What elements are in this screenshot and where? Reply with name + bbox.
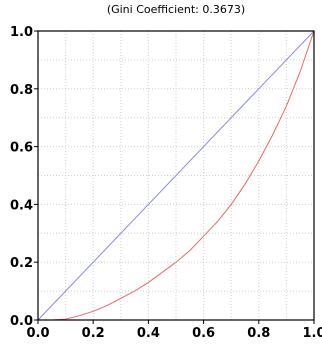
y-tick-label: 0.4: [10, 198, 33, 213]
chart-title: (Gini Coefficient: 0.3673): [106, 3, 246, 16]
x-tick-label: 1.0: [302, 326, 322, 341]
series-lines: [37, 30, 315, 321]
lorenz-curve: [38, 30, 315, 321]
plot-frame: [37, 30, 315, 321]
x-axis-ticks: 0.0 0.2 0.4 0.6 0.8 1.0: [26, 320, 322, 341]
y-axis-ticks: 0.0 0.2 0.4 0.6 0.8 1.0: [10, 25, 38, 329]
y-tick-label: 0.6: [10, 141, 33, 156]
axes: [37, 30, 315, 321]
y-tick-label: 0.2: [10, 256, 33, 271]
grid: [38, 31, 314, 320]
y-tick-label: 0.8: [10, 83, 33, 98]
x-tick-label: 0.4: [137, 326, 160, 341]
y-tick-label: 0.0: [10, 314, 33, 329]
x-tick-label: 0.0: [26, 326, 49, 341]
x-tick-label: 0.6: [192, 326, 215, 341]
equality-line: [37, 30, 315, 321]
x-tick-label: 0.8: [247, 326, 270, 341]
y-tick-label: 1.0: [10, 25, 33, 40]
x-tick-label: 0.2: [82, 326, 105, 341]
